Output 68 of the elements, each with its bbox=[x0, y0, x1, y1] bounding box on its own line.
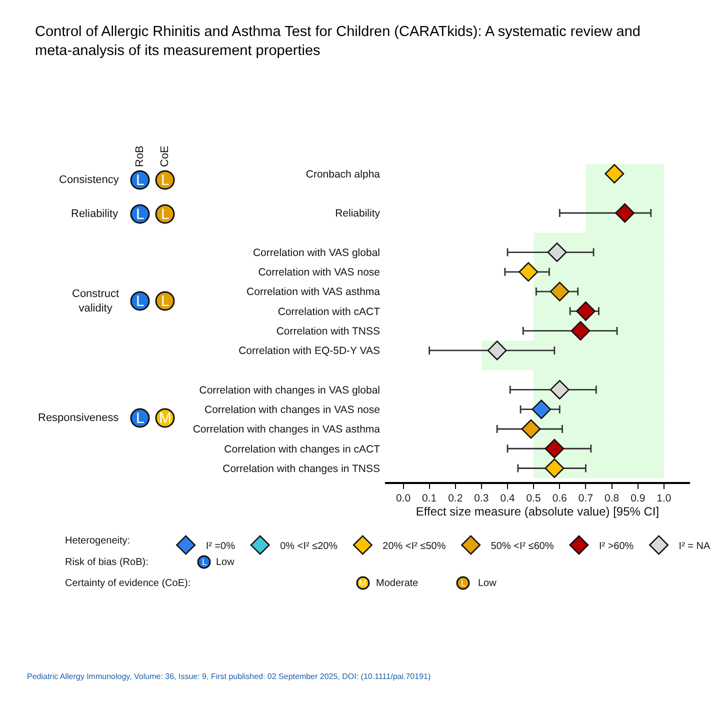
x-tick-label: 0.1 bbox=[422, 492, 437, 505]
text: RoB bbox=[134, 146, 146, 167]
y-tick-label: Correlation with VAS nose bbox=[258, 266, 380, 279]
text: CoE bbox=[159, 146, 171, 167]
point bbox=[576, 301, 596, 321]
point bbox=[604, 164, 624, 184]
y-tick-label: Cronbach alpha bbox=[306, 168, 380, 180]
text: Low bbox=[216, 557, 236, 568]
point bbox=[550, 380, 570, 400]
text: Risk of bias (RoB): bbox=[65, 557, 148, 568]
point bbox=[487, 340, 507, 360]
point bbox=[570, 321, 590, 341]
text: L bbox=[136, 206, 144, 223]
text: L bbox=[136, 172, 144, 189]
text: L bbox=[161, 206, 170, 223]
text: Certainty of evidence (CoE): bbox=[65, 578, 191, 589]
x-tick-label: 0.3 bbox=[474, 492, 489, 505]
text: Reliability bbox=[71, 208, 119, 220]
text: Construct validity bbox=[72, 288, 120, 314]
text: L bbox=[161, 172, 170, 189]
text: Moderate bbox=[376, 578, 419, 589]
text: L bbox=[202, 557, 208, 567]
text: L bbox=[461, 578, 466, 588]
text: L bbox=[136, 410, 144, 427]
x-tick-label: 0.2 bbox=[448, 492, 463, 505]
point bbox=[532, 400, 552, 420]
legend-title: Heterogeneity: bbox=[65, 536, 158, 546]
x-tick-label: 0.0 bbox=[396, 492, 411, 505]
x-tick-label: 0.9 bbox=[630, 492, 646, 505]
point bbox=[521, 419, 541, 439]
y-tick-label: Correlation with cACT bbox=[278, 306, 381, 318]
chart-title: Control of Allergic Rhinitis and Asthma Test for Children (CARATkids): A systematic review and meta-analysis of its measurement properties bbox=[35, 24, 640, 59]
text: Consistency bbox=[59, 174, 120, 186]
y-tick-label: Correlation with changes in VAS asthma bbox=[192, 424, 380, 436]
y-tick-label: Correlation with VAS asthma bbox=[246, 286, 380, 298]
point bbox=[518, 262, 538, 282]
text: M bbox=[359, 578, 366, 588]
text: Responsiveness bbox=[38, 412, 120, 424]
point bbox=[544, 458, 564, 478]
y-tick-label: Correlation with changes in VAS nose bbox=[204, 404, 380, 416]
text: L bbox=[136, 293, 144, 310]
legend-label: 0% <I² ≤20% bbox=[280, 540, 338, 552]
legend-label: I² >60% bbox=[598, 540, 634, 552]
y-tick-label: Correlation with changes in VAS global bbox=[199, 384, 380, 396]
x-tick-label: 0.6 bbox=[552, 492, 568, 505]
x-axis-title: Effect size measure (absolute value) [95% CI] bbox=[416, 504, 660, 519]
y-tick-label: Correlation with TNSS bbox=[276, 325, 380, 338]
text: Pediatric Allergy Immunology, Volume: 36, Issue: 9, First published: 02 September 2025, DOI: (10.1111/pai.70191) bbox=[27, 672, 431, 681]
x-tick-label: 0.7 bbox=[578, 492, 594, 505]
legend-label: I² = NA bbox=[678, 540, 711, 552]
x-tick-label: 0.5 bbox=[526, 492, 542, 505]
x-tick-label: 0.4 bbox=[500, 492, 515, 505]
y-tick-label: Correlation with EQ-5D-Y VAS bbox=[238, 345, 380, 358]
text: Low bbox=[478, 578, 498, 589]
point bbox=[550, 282, 570, 302]
legend-label: I² =0% bbox=[206, 540, 236, 552]
y-tick-label: Reliability bbox=[335, 208, 381, 220]
point bbox=[544, 438, 564, 458]
x-tick-label: 0.8 bbox=[604, 492, 620, 505]
x-tick-label: 1.0 bbox=[656, 492, 672, 505]
text: M bbox=[159, 410, 172, 427]
legend-label: 50% <I² ≤60% bbox=[490, 540, 554, 552]
legend-label: 20% <I² ≤50% bbox=[382, 540, 446, 552]
y-tick-label: Correlation with changes in cACT bbox=[224, 443, 381, 456]
text: L bbox=[161, 293, 170, 310]
y-tick-label: Correlation with changes in TNSS bbox=[222, 462, 380, 475]
point bbox=[547, 242, 567, 262]
y-tick-label: Correlation with VAS global bbox=[252, 246, 380, 259]
